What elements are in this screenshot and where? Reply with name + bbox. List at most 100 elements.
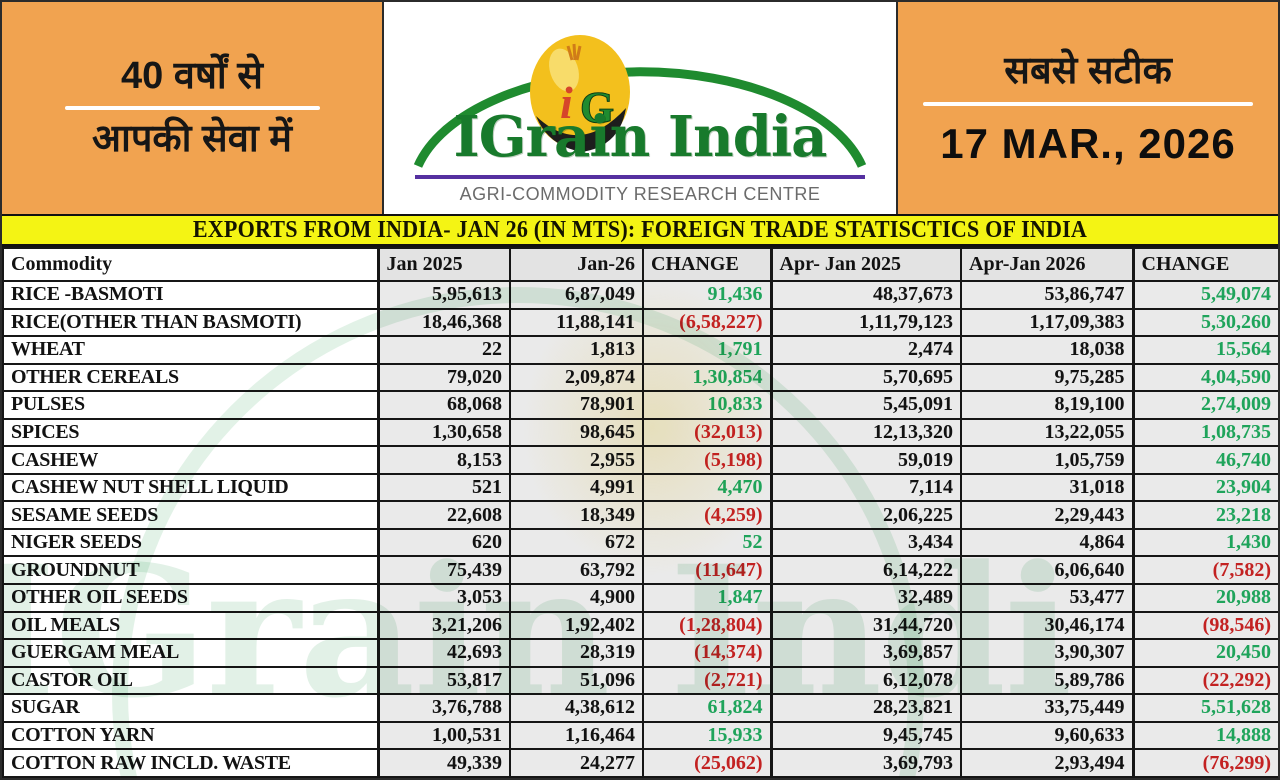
change2-cell: 1,430	[1131, 527, 1278, 558]
change1-cell: 4,470	[642, 472, 772, 503]
aprjan2025-cell: 32,489	[769, 583, 962, 613]
change1-cell: 1,791	[642, 335, 772, 365]
aprjan2026-cell: 9,75,285	[960, 362, 1134, 393]
jan2025-cell: 620	[376, 527, 511, 558]
change1-cell: 91,436	[642, 280, 772, 310]
commodity-cell: PULSES	[2, 390, 379, 420]
col-header-commodity: Commodity	[2, 247, 379, 282]
change2-cell: 20,988	[1131, 583, 1278, 613]
aprjan2025-cell: 31,44,720	[769, 610, 962, 641]
jan26-cell: 2,09,874	[509, 362, 644, 393]
aprjan2026-cell: 33,75,449	[960, 693, 1134, 723]
jan2025-cell: 22,608	[376, 500, 511, 530]
table-row: GUERGAM MEAL 42,693 28,319 (14,374) 3,69…	[2, 638, 1278, 668]
commodity-cell: SESAME SEEDS	[2, 500, 379, 530]
jan26-cell: 51,096	[509, 665, 644, 696]
commodity-cell: OTHER CEREALS	[2, 362, 379, 393]
jan2025-cell: 1,30,658	[376, 417, 511, 448]
banner-left-line1: 40 वर्षों से	[120, 54, 263, 97]
aprjan2026-cell: 8,19,100	[960, 390, 1134, 420]
change2-cell: 5,49,074	[1131, 280, 1278, 310]
table-row: SPICES 1,30,658 98,645 (32,013) 12,13,32…	[2, 417, 1278, 448]
change1-cell: (6,58,227)	[642, 307, 772, 338]
commodity-cell: GUERGAM MEAL	[2, 638, 379, 668]
commodity-cell: OIL MEALS	[2, 610, 379, 641]
commodity-cell: COTTON YARN	[2, 720, 379, 751]
change1-cell: 1,30,854	[642, 362, 772, 393]
jan26-cell: 4,991	[509, 472, 644, 503]
table-row: SUGAR 3,76,788 4,38,612 61,824 28,23,821…	[2, 693, 1278, 723]
change1-cell: 61,824	[642, 693, 772, 723]
jan2025-cell: 42,693	[376, 638, 511, 668]
change2-cell: 1,08,735	[1131, 417, 1278, 448]
brand-name: IGrain India	[453, 104, 828, 170]
commodity-cell: RICE -BASMOTI	[2, 280, 379, 310]
table-row: COTTON RAW INCLD. WASTE 49,339 24,277 (2…	[2, 748, 1278, 778]
table-row: SESAME SEEDS 22,608 18,349 (4,259) 2,06,…	[2, 500, 1278, 530]
table-row: OTHER OIL SEEDS 3,053 4,900 1,847 32,489…	[2, 583, 1278, 613]
aprjan2026-cell: 1,17,09,383	[960, 307, 1134, 338]
aprjan2025-cell: 28,23,821	[769, 693, 962, 723]
table-row: WHEAT 22 1,813 1,791 2,474 18,038 15,564	[2, 335, 1278, 365]
table-row: OIL MEALS 3,21,206 1,92,402 (1,28,804) 3…	[2, 610, 1278, 641]
commodity-cell: OTHER OIL SEEDS	[2, 583, 379, 613]
col-header-aprjan2026: Apr-Jan 2026	[960, 247, 1134, 282]
col-header-change1: CHANGE	[642, 247, 772, 282]
commodity-cell: NIGER SEEDS	[2, 527, 379, 558]
change1-cell: (14,374)	[642, 638, 772, 668]
aprjan2025-cell: 3,434	[769, 527, 962, 558]
jan2025-cell: 521	[376, 472, 511, 503]
change2-cell: 5,51,628	[1131, 693, 1278, 723]
aprjan2026-cell: 18,038	[960, 335, 1134, 365]
change1-cell: 15,933	[642, 720, 772, 751]
commodity-cell: CASTOR OIL	[2, 665, 379, 696]
change2-cell: 23,904	[1131, 472, 1278, 503]
aprjan2026-cell: 9,60,633	[960, 720, 1134, 751]
jan2025-cell: 3,21,206	[376, 610, 511, 641]
change2-cell: 5,30,260	[1131, 307, 1278, 338]
top-banner: 40 वर्षों से आपकी सेवा में i G IGrain In…	[2, 2, 1278, 214]
commodity-cell: RICE(OTHER THAN BASMOTI)	[2, 307, 379, 338]
jan2025-cell: 68,068	[376, 390, 511, 420]
jan26-cell: 672	[509, 527, 644, 558]
aprjan2025-cell: 5,45,091	[769, 390, 962, 420]
banner-right-divider	[923, 101, 1253, 106]
table-row: GROUNDNUT 75,439 63,792 (11,647) 6,14,22…	[2, 555, 1278, 585]
aprjan2026-cell: 4,864	[960, 527, 1134, 558]
jan26-cell: 6,87,049	[509, 280, 644, 310]
banner-left-divider	[64, 106, 320, 110]
table-row: CASTOR OIL 53,817 51,096 (2,721) 6,12,07…	[2, 665, 1278, 696]
jan2025-cell: 1,00,531	[376, 720, 511, 751]
jan26-cell: 63,792	[509, 555, 644, 585]
aprjan2026-cell: 1,05,759	[960, 445, 1134, 475]
aprjan2025-cell: 6,14,222	[769, 555, 962, 585]
jan2025-cell: 79,020	[376, 362, 511, 393]
aprjan2025-cell: 6,12,078	[769, 665, 962, 696]
commodity-cell: SPICES	[2, 417, 379, 448]
commodity-cell: CASHEW NUT SHELL LIQUID	[2, 472, 379, 503]
aprjan2026-cell: 53,86,747	[960, 280, 1134, 310]
commodity-cell: WHEAT	[2, 335, 379, 365]
aprjan2025-cell: 59,019	[769, 445, 962, 475]
jan26-cell: 28,319	[509, 638, 644, 668]
jan2025-cell: 22	[376, 335, 511, 365]
change2-cell: 14,888	[1131, 720, 1278, 751]
table-title-bar: EXPORTS FROM INDIA- JAN 26 (IN MTS): FOR…	[2, 214, 1278, 247]
jan2025-cell: 75,439	[376, 555, 511, 585]
aprjan2025-cell: 9,45,745	[769, 720, 962, 751]
header-row: Commodity Jan 2025 Jan-26 CHANGE Apr- Ja…	[2, 247, 1278, 282]
jan26-cell: 1,813	[509, 335, 644, 365]
jan26-cell: 24,277	[509, 748, 644, 778]
report-date: 17 MAR., 2026	[940, 119, 1236, 167]
table-row: RICE(OTHER THAN BASMOTI) 18,46,368 11,88…	[2, 307, 1278, 338]
aprjan2026-cell: 53,477	[960, 583, 1134, 613]
jan26-cell: 78,901	[509, 390, 644, 420]
aprjan2025-cell: 2,06,225	[769, 500, 962, 530]
change2-cell: 23,218	[1131, 500, 1278, 530]
brand-underline	[414, 175, 866, 179]
aprjan2025-cell: 7,114	[769, 472, 962, 503]
jan2025-cell: 3,053	[376, 583, 511, 613]
jan26-cell: 1,92,402	[509, 610, 644, 641]
jan2025-cell: 53,817	[376, 665, 511, 696]
change1-cell: 1,847	[642, 583, 772, 613]
